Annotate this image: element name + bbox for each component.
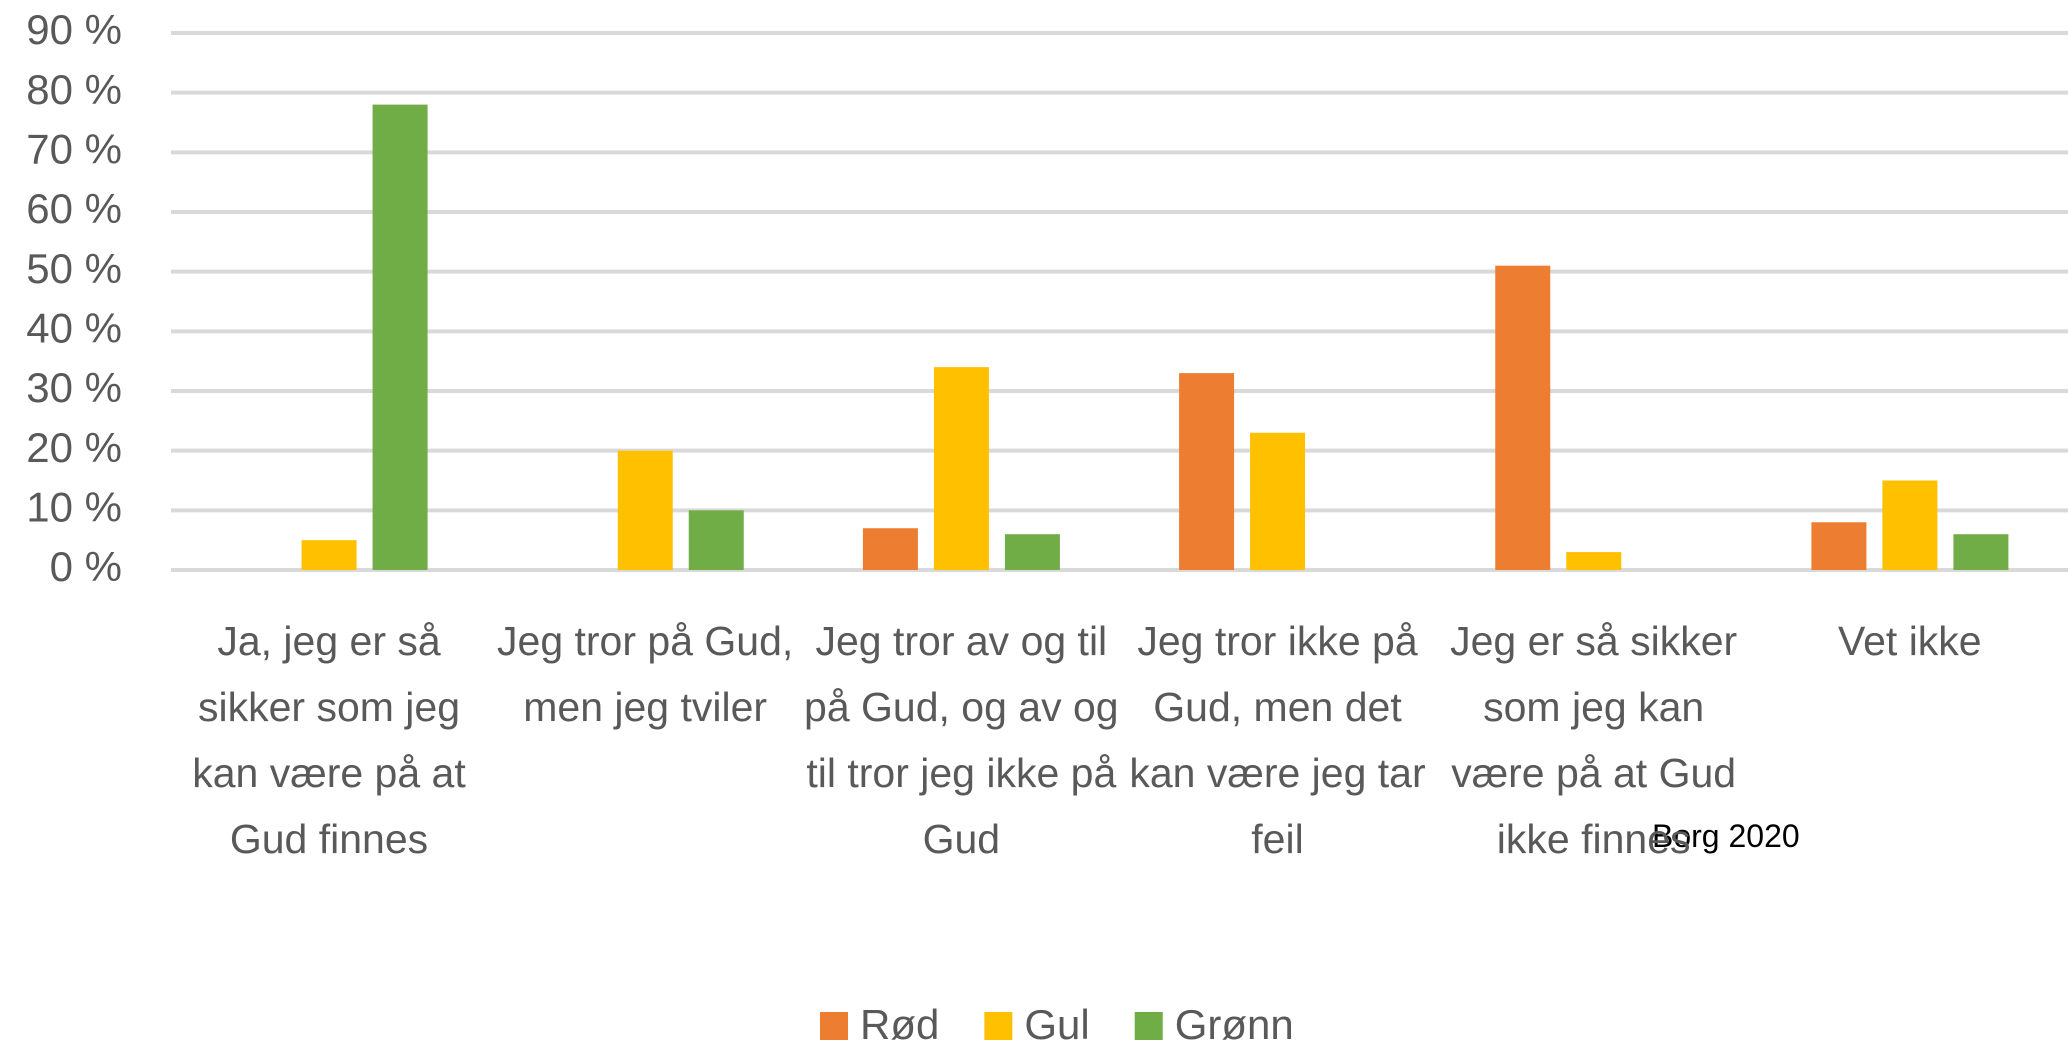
y-tick-label: 60 %: [26, 185, 122, 232]
bar: [862, 528, 918, 570]
legend-label: Rød: [860, 1001, 939, 1046]
bar: [617, 450, 673, 570]
x-tick-label: Ja, jeg er så sikker som jeg kan være på…: [192, 618, 466, 862]
y-tick-label: 40 %: [26, 304, 122, 351]
y-tick-label: 80 %: [26, 66, 122, 113]
bar: [1882, 480, 1938, 570]
y-tick-label: 20 %: [26, 424, 122, 471]
bar: [372, 104, 428, 570]
bar: [301, 540, 357, 570]
annotation: Borg 2020: [1652, 818, 1800, 854]
bar: [688, 510, 744, 570]
legend-label: Gul: [1024, 1001, 1089, 1046]
x-tick-label: Jeg tror av og til på Gud, og av og til …: [804, 618, 1119, 862]
y-tick-label: 0 %: [50, 543, 122, 590]
y-tick-label: 90 %: [26, 6, 122, 53]
bar: [1953, 534, 2009, 570]
y-tick-label: 70 %: [26, 125, 122, 172]
bar: [1004, 534, 1060, 570]
x-tick-label: Jeg tror på Gud, men jeg tviler: [497, 618, 794, 730]
y-tick-label: 50 %: [26, 245, 122, 292]
x-tick-label: Jeg er så sikker som jeg kan være på at …: [1450, 618, 1738, 862]
bar: [1811, 522, 1867, 570]
legend-label: Grønn: [1175, 1001, 1294, 1046]
bar: [1495, 265, 1551, 570]
bar: [1250, 432, 1306, 570]
y-tick-label: 10 %: [26, 483, 122, 530]
bar: [1179, 373, 1235, 570]
x-tick-label: Vet ikke: [1838, 618, 1982, 664]
legend-swatch: [820, 1012, 848, 1040]
y-tick-label: 30 %: [26, 364, 122, 411]
legend-swatch: [984, 1012, 1013, 1040]
bar: [1566, 552, 1622, 570]
bar: [933, 367, 989, 570]
x-tick-label: Jeg tror ikke på Gud, men det kan være j…: [1129, 618, 1426, 862]
legend-swatch: [1134, 1012, 1163, 1040]
